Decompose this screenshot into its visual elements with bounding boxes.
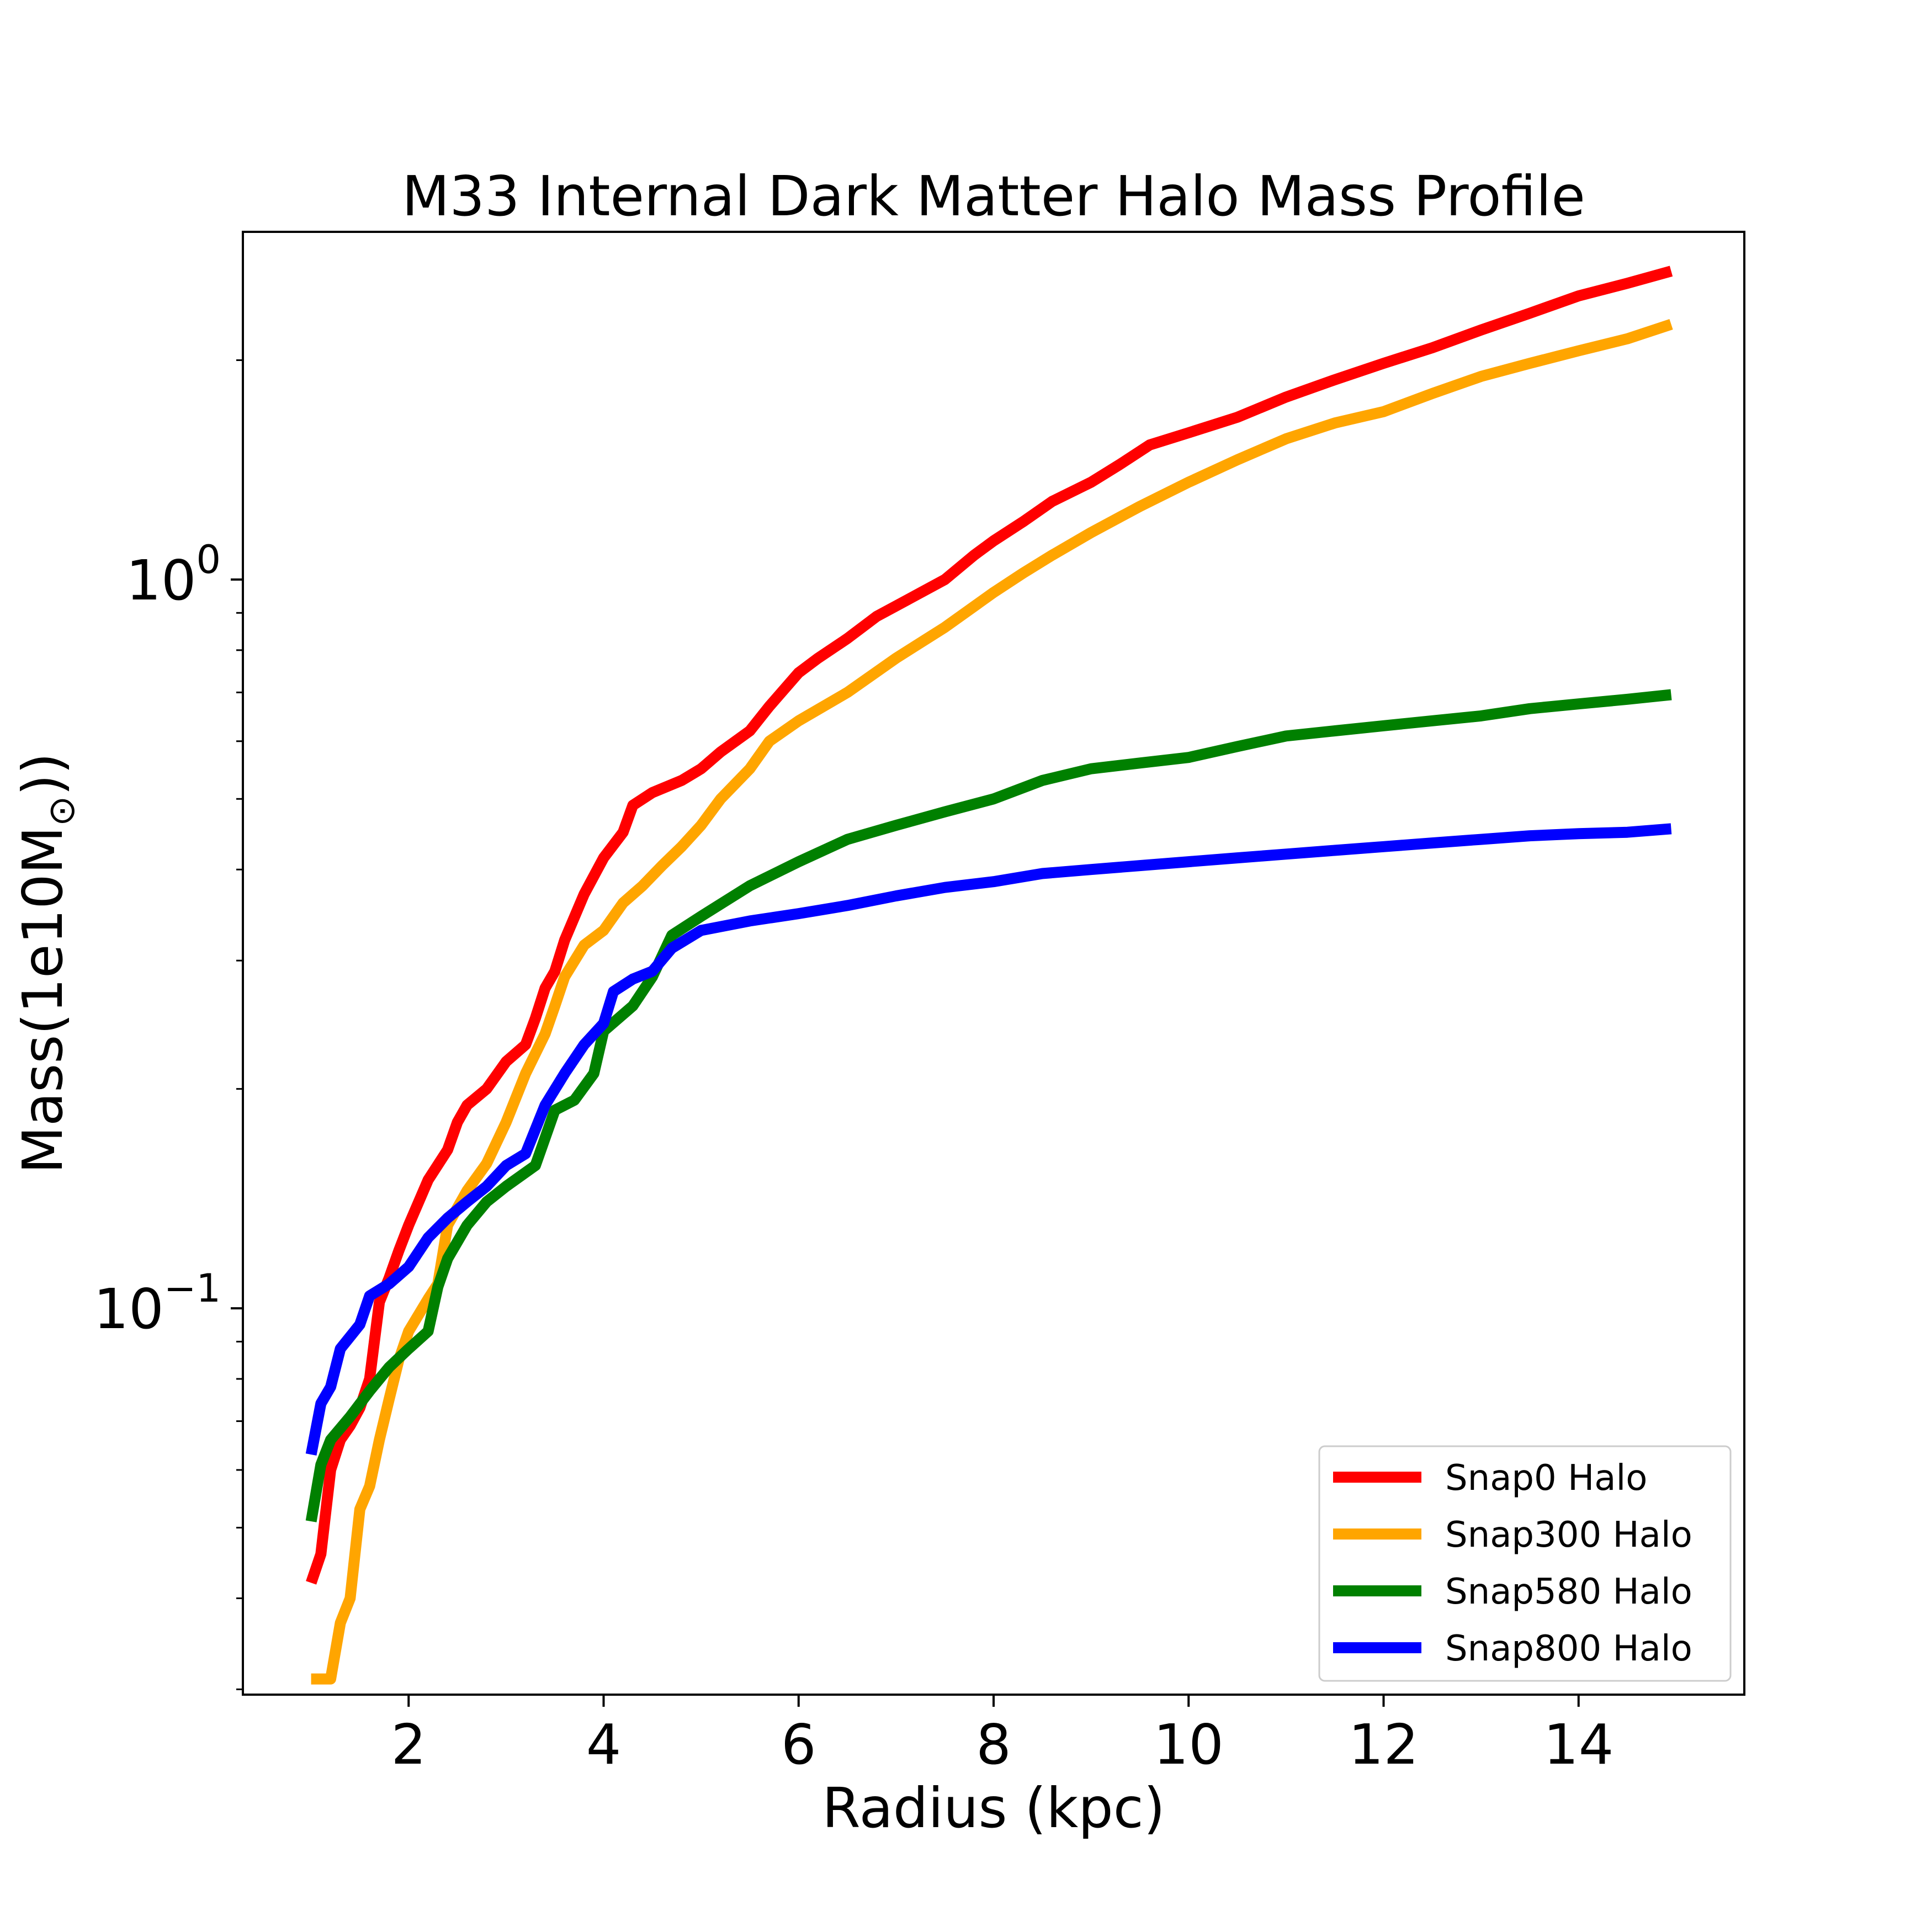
x-axis-label: Radius (kpc) — [822, 1776, 1165, 1840]
y-axis-label-prefix: Mass(1e10M — [10, 826, 75, 1174]
y-tick-label-1: 100 — [126, 537, 221, 613]
y-tick-label-0: 10−1 — [94, 1266, 221, 1341]
series-line-2 — [305, 689, 1672, 1522]
x-tick-label-3: 8 — [976, 1712, 1011, 1777]
y-axis-label-sun-symbol: ⊙ — [40, 796, 83, 826]
chart-title: M33 Internal Dark Matter Halo Mass Profi… — [402, 164, 1585, 229]
series-line-0 — [306, 266, 1673, 1585]
series-line-3 — [305, 823, 1672, 1456]
legend: Snap0 Halo Snap300 Halo Snap580 Halo Snap80… — [1318, 1445, 1732, 1682]
ticks-layer: 2 4 6 8 10 12 14 10−1 100 — [94, 359, 1613, 1777]
x-tick-label-0: 2 — [391, 1712, 426, 1777]
x-tick-label-5: 12 — [1349, 1712, 1419, 1777]
x-tick-label-2: 6 — [781, 1712, 816, 1777]
legend-label-0: Snap0 Halo — [1445, 1458, 1647, 1499]
legend-label-1: Snap300 Halo — [1445, 1515, 1692, 1556]
legend-box — [1318, 1445, 1732, 1682]
legend-label-3: Snap800 Halo — [1445, 1628, 1692, 1669]
x-tick-label-4: 10 — [1154, 1712, 1224, 1777]
y-axis-label: Mass(1e10M⊙)) — [10, 753, 83, 1174]
legend-label-2: Snap580 Halo — [1445, 1572, 1692, 1612]
series-layer — [305, 266, 1673, 1685]
y-axis-label-suffix: )) — [10, 753, 75, 796]
x-tick-label-1: 4 — [586, 1712, 622, 1777]
x-tick-label-6: 14 — [1543, 1712, 1613, 1777]
